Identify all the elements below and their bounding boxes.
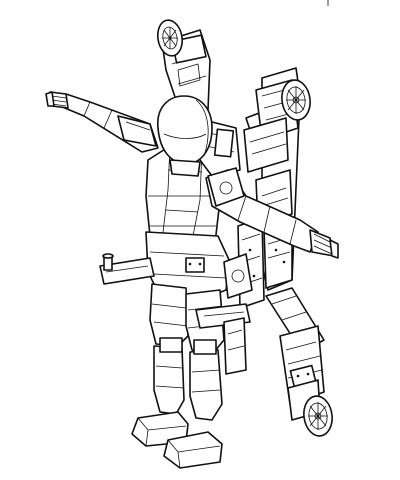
left-hand <box>46 92 68 108</box>
left-support-post <box>100 254 154 284</box>
left-leg <box>150 284 188 414</box>
left-arm <box>60 94 158 152</box>
right-hand <box>310 230 338 258</box>
